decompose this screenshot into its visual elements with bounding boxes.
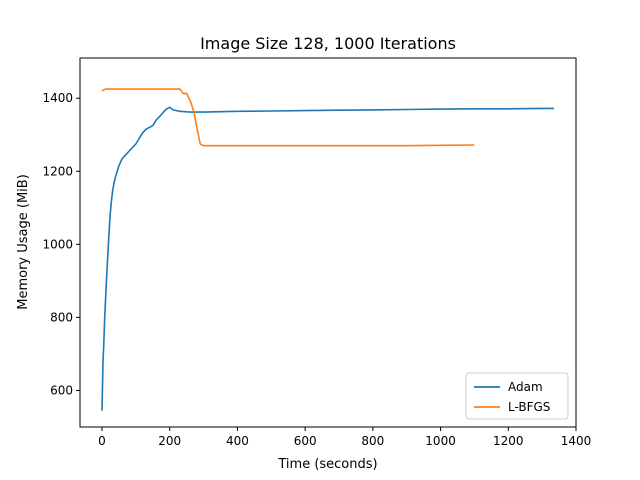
x-tick-label: 1200 xyxy=(493,434,524,448)
y-tick-label: 800 xyxy=(50,310,73,324)
x-tick-label: 0 xyxy=(98,434,106,448)
plot-area xyxy=(101,88,554,411)
x-tick-label: 400 xyxy=(226,434,249,448)
x-tick-label: 800 xyxy=(361,434,384,448)
series-line-adam xyxy=(101,106,554,411)
chart-title: Image Size 128, 1000 Iterations xyxy=(200,34,456,53)
x-tick-label: 200 xyxy=(158,434,181,448)
x-tick-label: 1000 xyxy=(425,434,456,448)
series-line-l-bfgs xyxy=(101,88,475,147)
y-tick-label: 1000 xyxy=(42,237,73,251)
plot-frame xyxy=(79,57,577,428)
legend-label: Adam xyxy=(508,380,543,394)
y-tick-label: 1400 xyxy=(42,91,73,105)
y-tick-label: 600 xyxy=(50,383,73,397)
x-tick-label: 1400 xyxy=(561,434,592,448)
legend: Adam L-BFGS xyxy=(465,372,569,420)
x-axis-label: Time (seconds) xyxy=(277,457,377,472)
x-tick-label: 600 xyxy=(294,434,317,448)
y-tick-label: 1200 xyxy=(42,164,73,178)
legend-label: L-BFGS xyxy=(508,400,550,414)
y-axis-label: Memory Usage (MiB) xyxy=(16,174,31,310)
